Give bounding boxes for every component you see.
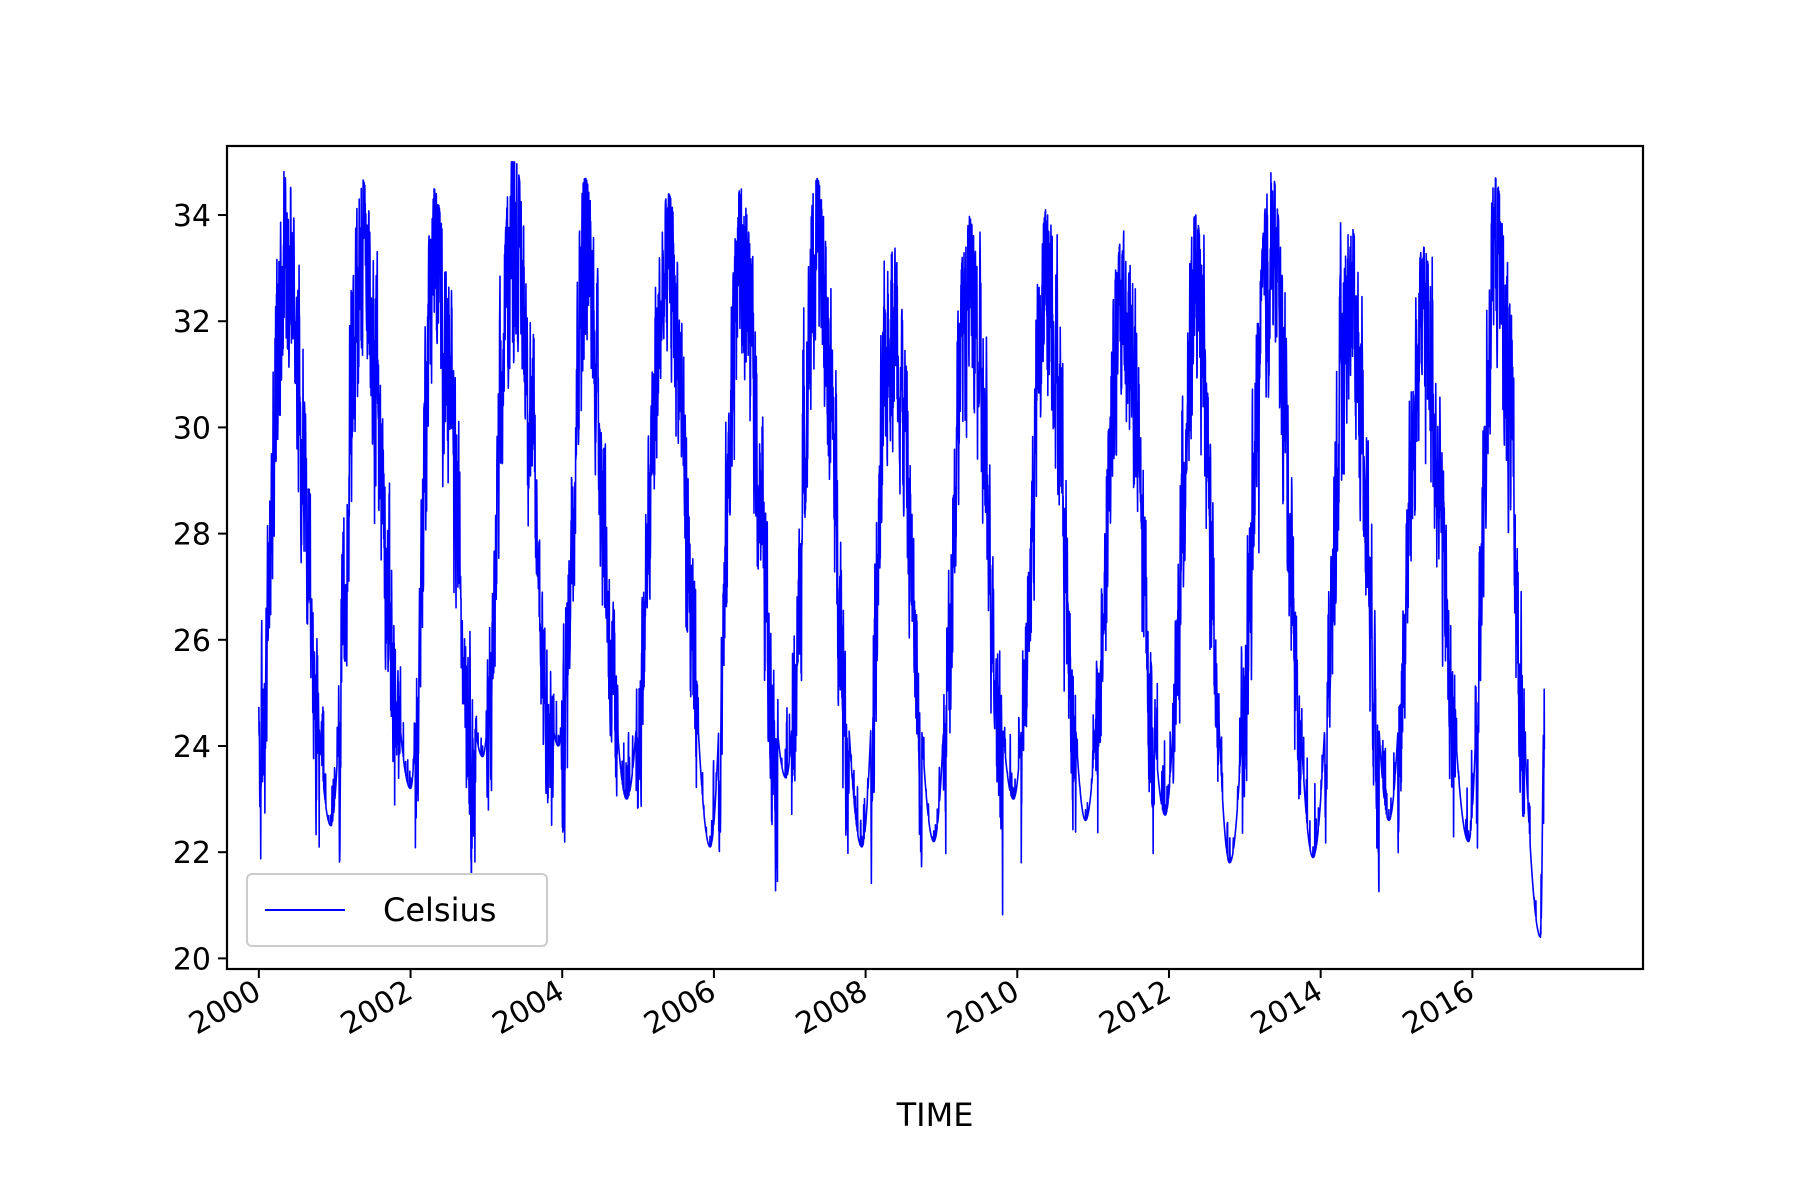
series-line-celsius	[258, 161, 1546, 938]
y-tick-label: 20	[173, 942, 211, 977]
x-axis-label: TIME	[896, 1096, 974, 1134]
legend-label-celsius: Celsius	[383, 891, 496, 929]
legend: Celsius	[246, 873, 548, 947]
y-tick-label: 28	[173, 518, 211, 553]
y-tick-label: 24	[173, 730, 211, 765]
axes-frame	[225, 144, 1645, 971]
y-tick-label: 22	[173, 836, 211, 871]
series-layer	[258, 161, 1546, 938]
legend-box	[246, 873, 548, 947]
y-tick-label: 34	[173, 199, 211, 234]
y-tick-label: 32	[173, 305, 211, 340]
y-axis: 20 22 24 26 28 30 32 34	[173, 199, 227, 977]
y-tick-label: 30	[173, 411, 211, 446]
y-tick-label: 26	[173, 624, 211, 659]
